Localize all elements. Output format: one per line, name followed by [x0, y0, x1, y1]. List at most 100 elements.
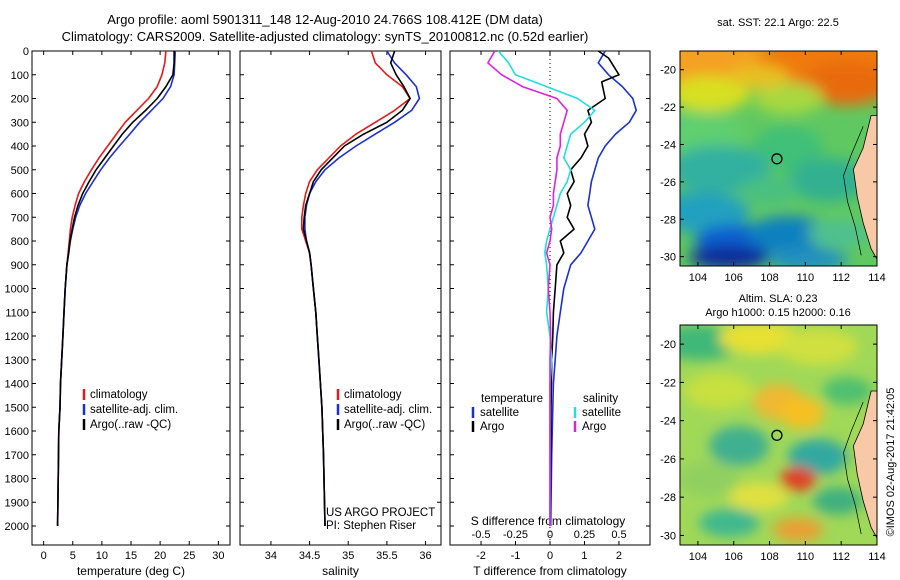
y-tick-label: 300 — [11, 117, 29, 129]
x-tick-label: 114 — [868, 551, 886, 563]
y-tick-label: -22 — [660, 102, 676, 114]
heatmap-cell — [753, 82, 824, 115]
x-tick-label: 35 — [342, 550, 354, 562]
header-line1: Argo profile: aoml 5901311_148 12-Aug-20… — [107, 12, 543, 27]
argo-location-marker — [771, 153, 783, 165]
heatmap-cell — [807, 219, 868, 248]
map-frame — [679, 50, 878, 267]
sla-map-title: Altim. SLA: 0.23 — [739, 293, 818, 305]
heatmap-cell — [699, 509, 760, 537]
heatmap-cell — [753, 125, 824, 170]
legend-label: satellite — [480, 407, 519, 419]
heatmap-cell — [780, 467, 817, 491]
y-tick-label: 700 — [11, 212, 29, 224]
legend-label: satellite-adj. clim. — [344, 404, 432, 416]
s-tick-label: 0.25 — [574, 529, 595, 541]
heatmap-cell — [777, 329, 858, 365]
y-tick-label: -30 — [660, 530, 676, 542]
x-tick-label: 1 — [581, 550, 587, 562]
y-tick-label: 1500 — [5, 402, 29, 414]
y-tick-label: 1800 — [5, 474, 29, 486]
y-tick-label: 500 — [11, 165, 29, 177]
y-tick-label: 1000 — [5, 284, 29, 296]
y-tick-label: -20 — [660, 339, 676, 351]
x-axis-label: T difference from climatology — [473, 564, 627, 578]
sst-map-title: sat. SST: 22.1 Argo: 22.5 — [717, 17, 839, 29]
y-tick-label: -24 — [660, 416, 676, 428]
x-tick-label: 35.5 — [376, 550, 397, 562]
legend-label: climatology — [344, 389, 402, 401]
sla-map-subtitle: Argo h1000: 0.15 h2000: 0.16 — [705, 307, 851, 319]
difference-panel: -2 -1 0 1 2 T difference from climatology -0.5… — [449, 50, 651, 578]
project-annotation: US ARGO PROJECT — [326, 507, 435, 519]
x-tick-label: 36 — [419, 550, 431, 562]
legend-title-salinity: salinity — [583, 393, 618, 405]
heatmap-cell — [680, 76, 750, 112]
x-tick-label: 110 — [797, 272, 815, 284]
y-tick-label: -24 — [660, 139, 676, 151]
series-line — [302, 50, 411, 527]
legend-label: Argo(..raw -QC) — [90, 419, 171, 431]
land-mass — [852, 115, 877, 260]
heatmap-cell — [709, 426, 770, 466]
y-tick-label: 1100 — [5, 307, 29, 319]
legend-label: Argo — [582, 421, 606, 433]
legend-label: satellite-adj. clim. — [90, 404, 178, 416]
sla-map: 104 106 108 110 112 114 -20 -22 -24 -26 -28 -30 Alti… — [660, 293, 886, 563]
y-tick-label: 1200 — [5, 331, 29, 343]
legend-label: Argo — [480, 421, 504, 433]
series-line — [56, 51, 175, 527]
series-line — [487, 50, 569, 526]
x-axis-label: temperature (deg C) — [77, 564, 185, 578]
heatmap-field — [680, 325, 877, 545]
series-line — [497, 50, 596, 526]
y-tick-label: -20 — [660, 65, 676, 77]
x-tick-label: 0 — [41, 550, 47, 562]
legend-label: satellite — [582, 407, 621, 419]
heatmap-cell — [689, 245, 770, 266]
y-tick-label: 0 — [23, 46, 29, 58]
y-tick-label: 100 — [11, 70, 29, 82]
y-tick-label: 1300 — [5, 355, 29, 367]
y-tick-label: -26 — [660, 177, 676, 189]
y-tick-label: 1700 — [5, 450, 29, 462]
y-tick-label: -26 — [660, 454, 676, 466]
y-tick-label: 1400 — [5, 379, 29, 391]
y-tick-label: -28 — [660, 492, 676, 504]
x-tick-label: 112 — [832, 551, 850, 563]
x-tick-label: -1 — [511, 550, 521, 562]
x-tick-label: 5 — [70, 550, 76, 562]
heatmap-cell — [780, 397, 825, 429]
land-mass — [852, 390, 877, 539]
x-tick-label: 106 — [725, 272, 743, 284]
x-tick-label: 0 — [547, 550, 553, 562]
heatmap-blobs — [680, 325, 873, 542]
s-tick-label: -0.5 — [472, 529, 491, 541]
y-tick-label: -28 — [660, 214, 676, 226]
heatmap-cell — [738, 176, 799, 205]
isobath-line — [843, 401, 864, 535]
plot-frame — [239, 50, 442, 546]
project-annotation: PI: Stephen Riser — [326, 520, 416, 532]
x-tick-label: 104 — [689, 272, 707, 284]
x-tick-label: 108 — [760, 272, 778, 284]
series-line — [549, 50, 638, 527]
x-tick-label: 110 — [797, 551, 815, 563]
series-line — [549, 50, 620, 527]
y-tick-label: 800 — [11, 236, 29, 248]
legend-title-temperature: temperature — [481, 393, 543, 405]
imos-credit: ©IMOS 02-Aug-2017 21:42:05 — [885, 388, 897, 537]
heatmap-cell — [812, 487, 863, 515]
heatmap-cell — [680, 112, 745, 153]
x-tick-label: 2 — [616, 550, 622, 562]
x-tick-label: 34 — [265, 550, 277, 562]
isobath-line — [843, 126, 864, 256]
heatmap-cell — [748, 215, 829, 252]
heatmap-cell — [728, 482, 789, 511]
x-tick-label: -2 — [476, 550, 486, 562]
heatmap-cell — [822, 377, 873, 405]
heatmap-blobs — [680, 51, 877, 266]
heatmap-cell — [728, 64, 789, 89]
y-tick-label: 2000 — [5, 521, 29, 533]
